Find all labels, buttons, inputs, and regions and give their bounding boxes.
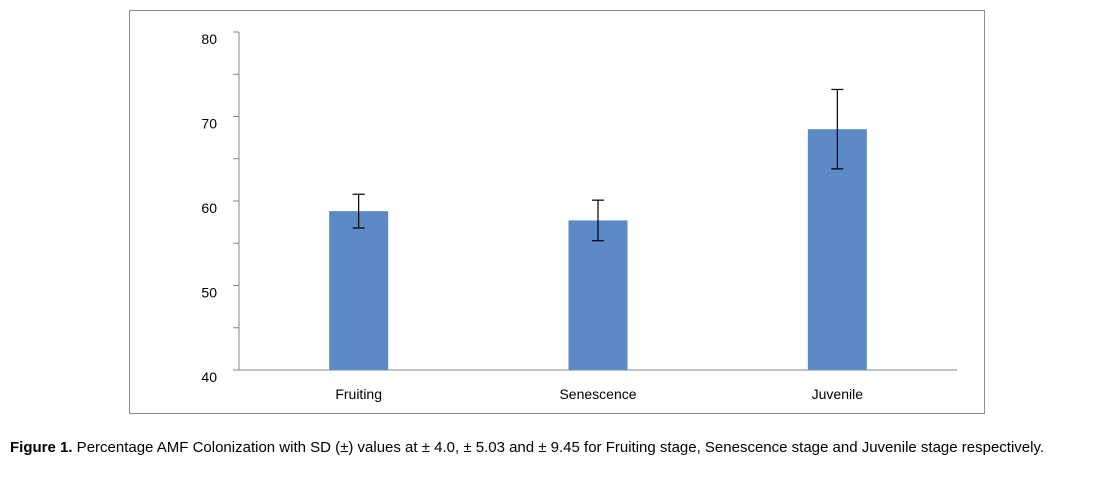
chart-frame: 40 50 60 70 80 Fruiting Senescence Juvenile <box>129 10 985 414</box>
x-tick-label: Senescence <box>559 386 636 402</box>
y-tick-label: 80 <box>201 31 217 47</box>
bar <box>568 220 628 370</box>
figure-caption-text: Percentage AMF Colonization with SD (±) … <box>72 439 1045 456</box>
y-tick-label: 70 <box>201 116 217 132</box>
y-tick-label: 60 <box>201 200 217 216</box>
y-tick-label: 50 <box>201 285 217 301</box>
figure-label: Figure 1. <box>10 439 73 456</box>
x-tick-label: Juvenile <box>812 386 864 402</box>
y-tick-label: 40 <box>201 369 217 385</box>
bar <box>329 211 389 370</box>
figure-caption: Figure 1. Percentage AMF Colonization wi… <box>10 438 1110 458</box>
bar-chart: 40 50 60 70 80 Fruiting Senescence Juvenile <box>201 31 957 402</box>
x-tick-label: Fruiting <box>335 386 382 402</box>
